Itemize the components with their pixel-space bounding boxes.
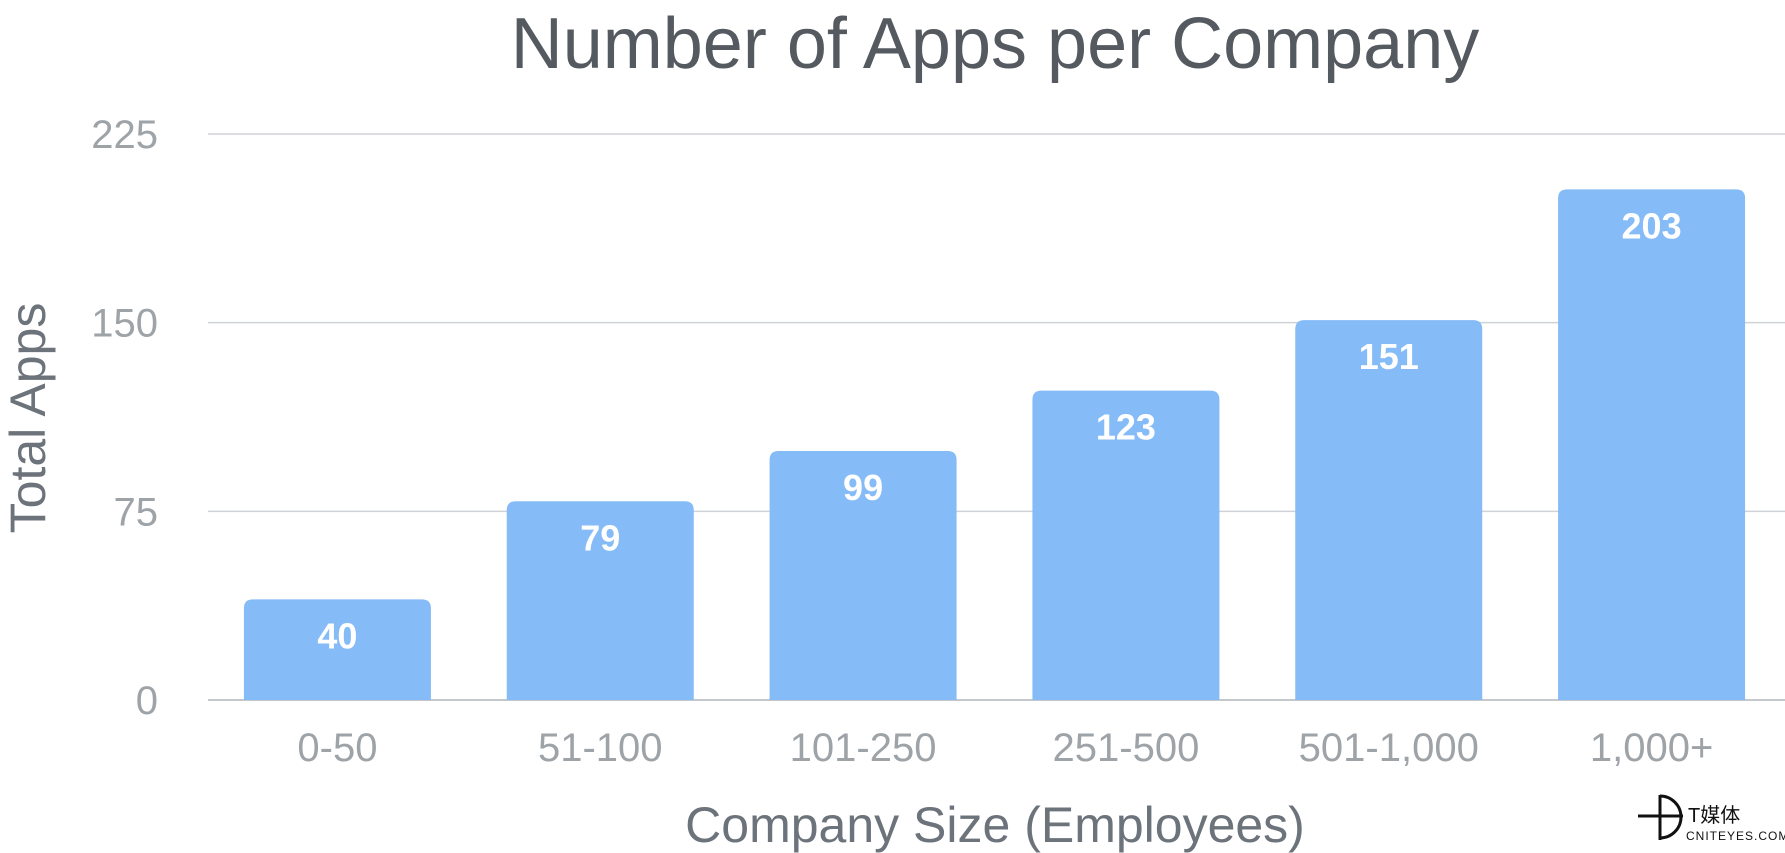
bars: 40 79 99 123 151 203 [243,189,1746,700]
x-axis-ticks: 0-50 51-100 101-250 251-500 501-1,000 1,000+ [297,726,1713,770]
x-axis-label: Company Size (Employees) [685,797,1305,853]
bar-value-label: 203 [1622,205,1682,246]
bar-value-label: 79 [580,517,620,558]
x-tick-label: 501-1,000 [1299,726,1479,770]
x-tick-label: 101-250 [790,726,937,770]
bar-101-250 [769,450,957,700]
y-axis-label: Total Apps [0,303,56,534]
x-tick-label: 0-50 [297,726,377,770]
bar-51-100 [506,501,694,700]
bar-value-label: 151 [1359,336,1419,377]
watermark-logo: T媒体 CNITEYES.COM [1638,794,1785,843]
chart-title: Number of Apps per Company [511,4,1479,84]
watermark-site: CNITEYES.COM [1686,829,1785,843]
logo-mark-icon [1638,794,1683,840]
bar-value-label: 40 [317,615,357,656]
bar-value-label: 99 [843,467,883,508]
y-tick-label: 150 [91,302,158,346]
bar-0-50 [243,599,431,700]
bar-501-1,000 [1295,320,1483,700]
x-tick-label: 1,000+ [1590,726,1713,770]
x-tick-label: 251-500 [1053,726,1200,770]
bar-251-500 [1032,390,1220,700]
y-tick-label: 225 [91,113,158,157]
y-tick-label: 0 [136,679,158,723]
bar-1,000+ [1558,189,1746,700]
gridlines [208,133,1785,701]
x-tick-label: 51-100 [538,726,663,770]
y-tick-label: 75 [114,490,159,534]
bar-value-label: 123 [1096,407,1156,448]
y-axis-ticks: 0 75 150 225 [91,113,158,723]
watermark-brand: T媒体 [1688,804,1740,827]
